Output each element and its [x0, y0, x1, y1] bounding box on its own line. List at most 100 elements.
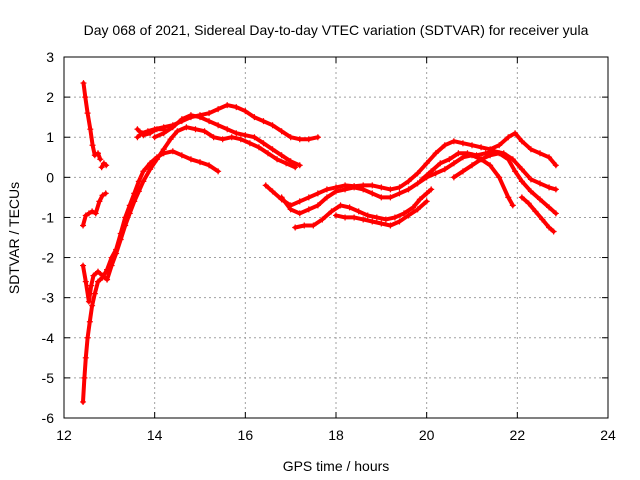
data-point — [192, 126, 199, 133]
data-point — [512, 130, 519, 137]
data-point — [187, 156, 194, 163]
data-point — [89, 142, 96, 149]
series-trace — [519, 195, 556, 234]
data-point — [537, 150, 543, 157]
data-point — [369, 218, 376, 225]
data-point — [278, 194, 285, 201]
data-point — [140, 178, 147, 185]
data-point — [414, 180, 421, 187]
x-tick-label: 14 — [147, 427, 163, 443]
data-point — [278, 128, 285, 135]
data-point — [552, 162, 559, 169]
data-point — [95, 268, 101, 275]
data-point — [437, 160, 444, 167]
data-point — [396, 184, 403, 191]
data-point — [224, 126, 231, 133]
data-point — [287, 206, 294, 213]
data-point — [151, 134, 158, 141]
data-point — [546, 224, 553, 231]
y-axis-label: SDTVAR / TECUs — [6, 182, 22, 294]
data-point — [224, 102, 231, 109]
data-point — [518, 166, 525, 173]
data-point — [86, 318, 93, 325]
data-point — [265, 150, 271, 157]
data-point — [527, 146, 534, 153]
data-point — [487, 162, 494, 169]
data-point — [246, 140, 253, 147]
data-point — [97, 156, 104, 163]
data-point — [169, 148, 176, 155]
data-point — [160, 146, 167, 153]
series-arc-5 — [80, 124, 299, 305]
data-point — [360, 216, 367, 223]
data-point — [131, 198, 138, 205]
data-point — [351, 214, 358, 221]
data-point — [314, 202, 321, 209]
data-point — [296, 136, 303, 143]
data-point — [134, 134, 141, 141]
data-point — [283, 160, 290, 167]
data-point — [539, 216, 546, 223]
data-point — [314, 190, 321, 197]
data-point — [296, 198, 303, 205]
series-arc-3 — [80, 190, 109, 229]
data-point — [518, 178, 525, 185]
data-point — [373, 214, 380, 221]
data-point — [527, 176, 534, 183]
data-point — [89, 302, 96, 309]
y-tick-label: 2 — [46, 89, 54, 105]
data-point — [140, 168, 147, 175]
data-point — [428, 186, 435, 193]
data-point — [134, 126, 141, 133]
data-point — [269, 122, 276, 129]
data-point — [206, 162, 213, 169]
data-point — [255, 144, 262, 151]
data-point — [537, 180, 543, 187]
data-point — [428, 168, 435, 175]
data-point — [342, 214, 349, 221]
data-point — [351, 184, 358, 191]
data-point — [80, 262, 87, 269]
data-point — [537, 196, 543, 203]
data-point — [292, 224, 299, 231]
data-point — [215, 168, 222, 175]
data-point — [84, 110, 91, 117]
data-point — [314, 134, 321, 141]
x-tick-label: 16 — [238, 427, 254, 443]
data-point — [328, 208, 335, 215]
data-point — [251, 134, 258, 141]
data-point — [405, 212, 412, 219]
data-point — [319, 216, 326, 223]
data-point — [147, 130, 154, 137]
data-point — [301, 222, 308, 229]
data-point — [305, 194, 312, 201]
series-arc-1 — [80, 80, 104, 163]
data-point — [99, 272, 106, 279]
data-point — [228, 134, 235, 141]
series-arc-14 — [450, 150, 559, 217]
series-arc-4 — [80, 148, 222, 405]
data-point — [382, 216, 389, 223]
data-point — [450, 174, 457, 181]
y-tick-label: -2 — [42, 250, 55, 266]
data-point — [117, 236, 124, 243]
data-point — [360, 186, 367, 193]
data-point — [113, 250, 120, 257]
data-point — [219, 136, 226, 143]
data-point — [364, 212, 371, 219]
data-point — [546, 184, 553, 191]
data-point — [423, 198, 430, 205]
data-point — [215, 106, 222, 113]
x-tick-label: 22 — [510, 427, 526, 443]
data-point — [441, 166, 448, 173]
data-point — [96, 198, 103, 205]
data-point — [278, 152, 285, 159]
data-point — [287, 158, 294, 165]
data-point — [260, 118, 267, 125]
data-point — [342, 186, 349, 193]
data-point — [305, 136, 312, 143]
data-point — [450, 138, 457, 145]
data-point — [505, 156, 512, 163]
data-point — [419, 176, 426, 183]
